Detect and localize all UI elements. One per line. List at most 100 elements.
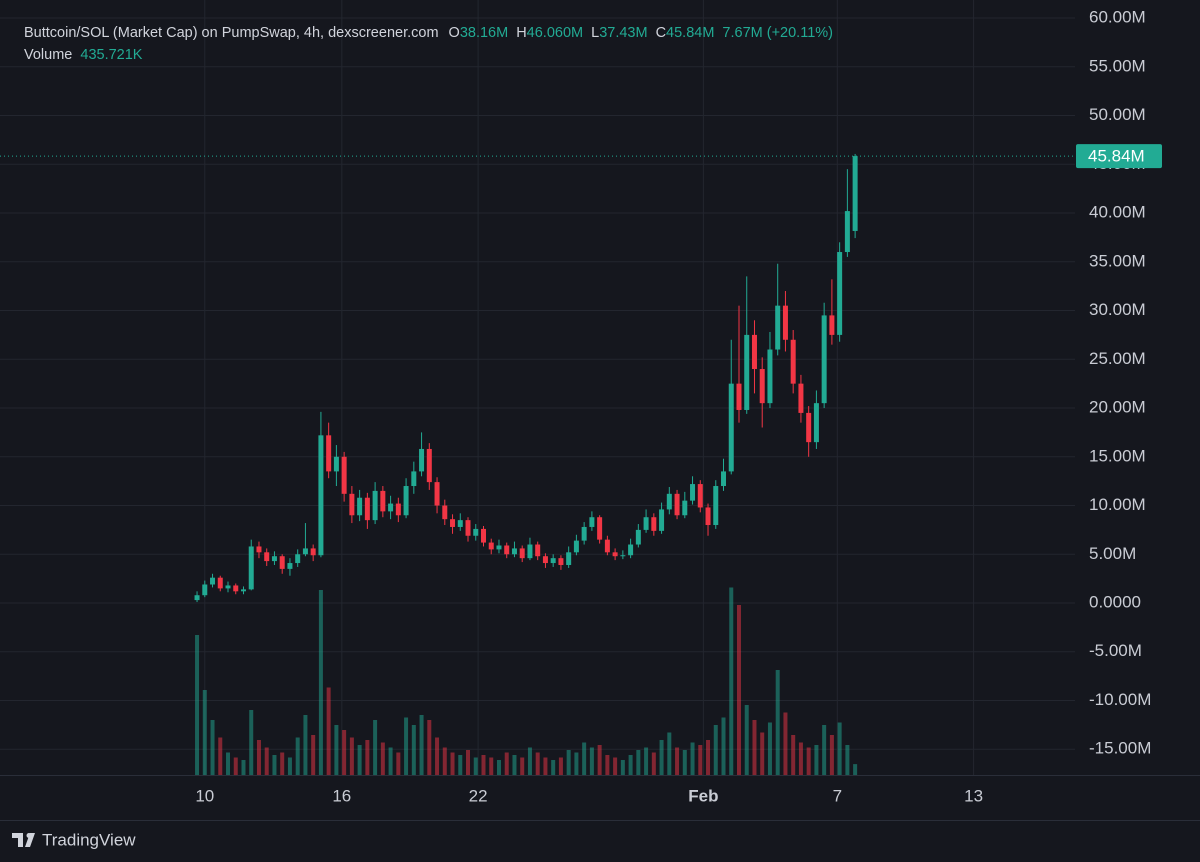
- candle-body: [527, 544, 533, 559]
- volume-bar: [419, 715, 424, 775]
- candle-body: [782, 305, 788, 340]
- candle-body: [620, 555, 626, 557]
- y-tick-label: -15.00M: [1089, 739, 1151, 758]
- candle-body: [341, 456, 347, 494]
- candle-body: [310, 548, 316, 556]
- candle-body: [511, 548, 517, 555]
- volume-bar: [512, 755, 517, 775]
- x-tick-label: 16: [332, 786, 351, 805]
- candle-body: [705, 507, 711, 526]
- volume-bar: [458, 755, 463, 775]
- candle-body: [364, 497, 370, 521]
- y-tick-label: 20.00M: [1089, 398, 1146, 417]
- volume-bar: [326, 687, 331, 775]
- candle-body: [295, 554, 301, 564]
- volume-bar: [404, 717, 409, 775]
- volume-bar: [280, 752, 285, 775]
- x-tick-label: 10: [195, 786, 214, 805]
- y-tick-label: 40.00M: [1089, 203, 1146, 222]
- candle-body: [210, 577, 216, 585]
- candle-body: [194, 595, 200, 601]
- volume-bar: [721, 717, 726, 775]
- candle-body: [256, 546, 262, 553]
- volume-bar: [442, 747, 447, 775]
- candle-body: [442, 505, 448, 520]
- candle-body: [690, 484, 696, 501]
- volume-bar: [241, 760, 246, 775]
- candle-body: [558, 558, 564, 565]
- y-tick-label: 25.00M: [1089, 349, 1146, 368]
- candle-body: [318, 435, 324, 556]
- candle-body: [697, 484, 703, 508]
- candle-body: [326, 435, 332, 472]
- legend-value: 37.43M: [599, 25, 647, 41]
- volume-bar: [713, 725, 718, 775]
- candle-body: [589, 517, 595, 527]
- volume-bar: [256, 740, 261, 775]
- volume-bar: [496, 760, 501, 775]
- y-tick-label: -5.00M: [1089, 641, 1142, 660]
- volume-bar: [334, 725, 339, 775]
- candle-body: [217, 577, 223, 589]
- volume-bar: [365, 740, 370, 775]
- y-tick-label: 55.00M: [1089, 56, 1146, 75]
- volume-bar: [357, 745, 362, 775]
- x-tick-label: 7: [833, 786, 842, 805]
- volume-bar: [690, 742, 695, 775]
- legend-value: 38.16M: [460, 25, 508, 41]
- volume-bar: [798, 742, 803, 775]
- watermark: TradingView: [42, 830, 136, 849]
- volume-bar: [450, 752, 455, 775]
- y-tick-label: 10.00M: [1089, 495, 1146, 514]
- volume-bar: [435, 737, 440, 775]
- volume-bar: [613, 757, 618, 775]
- volume-bar: [853, 764, 858, 775]
- candle-body: [682, 500, 688, 516]
- volume-bar: [396, 752, 401, 775]
- volume-bar: [574, 752, 579, 775]
- volume-bar: [249, 710, 254, 775]
- volume-bar: [295, 737, 300, 775]
- y-tick-label: 0.0000: [1089, 593, 1141, 612]
- volume-bar: [783, 712, 788, 775]
- candle-body: [457, 520, 463, 527]
- candle-body: [713, 486, 719, 526]
- candle-body: [426, 448, 432, 483]
- volume-bar: [380, 742, 385, 775]
- candle-body: [519, 548, 525, 559]
- volume-bar: [543, 757, 548, 775]
- candle-body: [287, 563, 293, 569]
- candle-body: [488, 542, 494, 550]
- volume-bar: [520, 757, 525, 775]
- candle-body: [233, 585, 239, 592]
- candle-body: [411, 471, 417, 487]
- axes: 60.00M55.00M50.00M45.00M40.00M35.00M30.0…: [0, 8, 1200, 821]
- candle-body: [333, 456, 339, 472]
- candle-body: [225, 585, 231, 589]
- volume-bar: [411, 725, 416, 775]
- candle-body: [628, 544, 634, 556]
- x-tick-label: Feb: [688, 786, 718, 805]
- candle-body: [395, 503, 401, 516]
- candle-body: [736, 383, 742, 410]
- volume-bar: [318, 590, 323, 775]
- candle-body: [674, 493, 680, 516]
- candle-body: [829, 315, 835, 335]
- volume-bar: [264, 747, 269, 775]
- candle-body: [751, 334, 757, 370]
- volume-bar: [651, 752, 656, 775]
- candle-body: [465, 520, 471, 536]
- candle-body: [813, 403, 819, 443]
- volume-bar: [628, 755, 633, 775]
- y-tick-label: 30.00M: [1089, 300, 1146, 319]
- candle-body: [643, 517, 649, 530]
- candle-body: [542, 556, 548, 564]
- candle-body: [837, 252, 843, 335]
- volume-bar: [791, 735, 796, 775]
- volume-bar: [597, 745, 602, 775]
- candle-body: [666, 493, 672, 510]
- last-price-label: 45.84M: [1088, 147, 1145, 166]
- candle-body: [403, 486, 409, 516]
- candle-body: [759, 369, 765, 404]
